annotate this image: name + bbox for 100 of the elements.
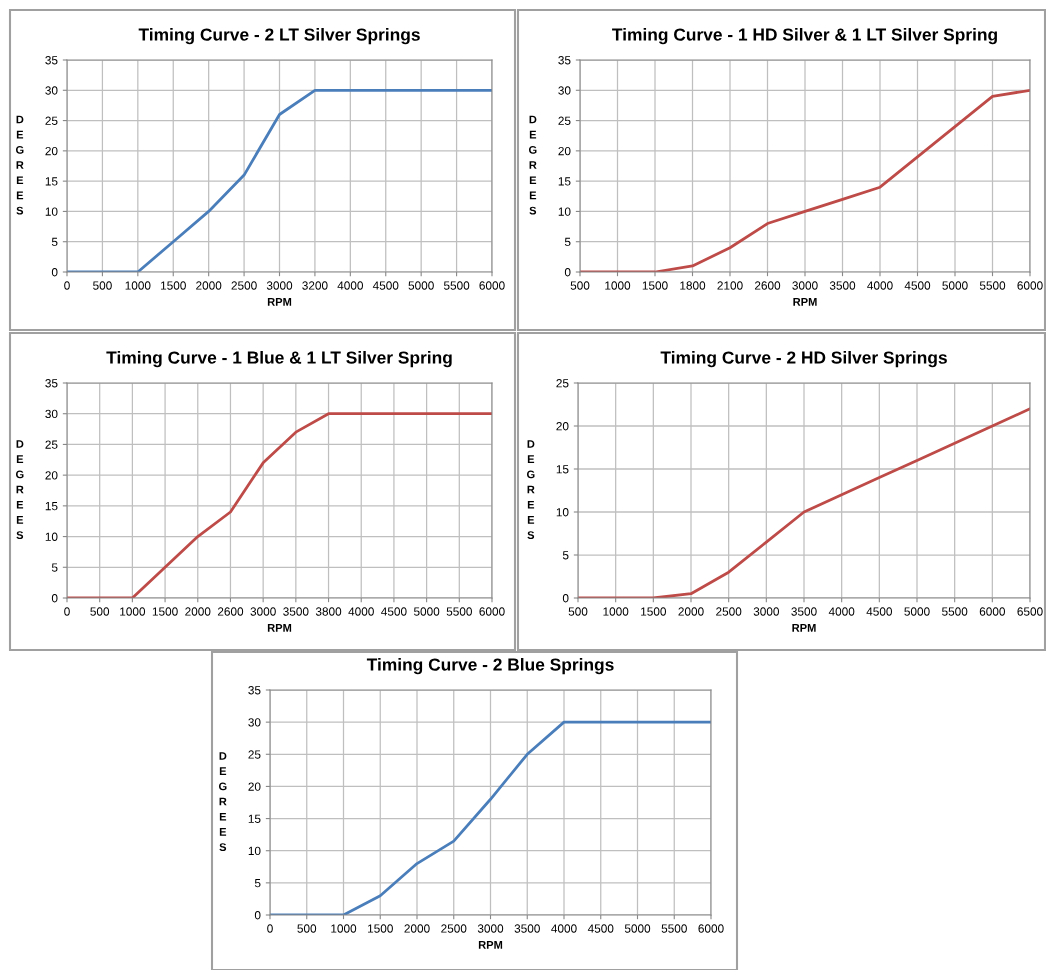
x-axis-title: RPM <box>793 298 817 306</box>
x-tick-label: 1500 <box>152 607 178 616</box>
y-tick-label: 0 <box>51 268 58 277</box>
y-axis-title: DEGREES <box>15 440 24 540</box>
chart-title: Timing Curve - 1 HD Silver & 1 LT Silver Spring <box>612 27 997 45</box>
x-tick-label: 500 <box>568 607 588 616</box>
y-tick-label: 25 <box>45 116 58 125</box>
x-tick-label: 2000 <box>185 607 211 616</box>
y-tick-label: 25 <box>248 750 261 759</box>
x-tick-label: 3200 <box>302 281 328 290</box>
y-tick-label: 20 <box>558 146 571 156</box>
x-axis-title: RPM <box>267 298 292 306</box>
y-tick-label: 20 <box>248 782 261 791</box>
chart-title: Timing Curve - 1 Blue & 1 LT Silver Spring <box>106 350 452 368</box>
y-axis-title: DEGREES <box>15 115 24 215</box>
x-axis-title: RPM <box>267 624 292 632</box>
x-tick-label: 2500 <box>716 607 742 616</box>
chart-title: Timing Curve - 2 HD Silver Springs <box>660 350 947 368</box>
y-tick-label: 10 <box>248 846 261 856</box>
x-tick-label: 6000 <box>479 281 505 290</box>
x-tick-label: 1500 <box>641 607 666 616</box>
x-tick-label: 4000 <box>348 607 374 616</box>
x-tick-label: 4000 <box>867 281 893 290</box>
x-tick-label: 3500 <box>514 924 540 933</box>
x-tick-label: 5000 <box>413 607 440 616</box>
y-axis-title: DEGREES <box>528 115 537 215</box>
x-tick-label: 6000 <box>479 607 505 616</box>
x-axis-title: RPM <box>478 941 503 949</box>
x-tick-label: 5000 <box>942 281 968 290</box>
y-tick-label: 35 <box>45 56 58 65</box>
x-tick-label: 3800 <box>315 607 342 616</box>
y-tick-label: 0 <box>51 594 58 603</box>
x-tick-label: 1500 <box>161 281 186 290</box>
x-tick-label: 1800 <box>680 281 706 290</box>
x-tick-label: 3000 <box>753 607 779 616</box>
y-tick-label: 30 <box>45 86 58 95</box>
y-tick-label: 0 <box>564 268 571 277</box>
x-tick-label: 5500 <box>979 281 1006 290</box>
x-tick-label: 3000 <box>477 924 504 933</box>
x-tick-label: 2000 <box>404 924 430 933</box>
x-tick-label: 0 <box>267 924 273 933</box>
x-tick-label: 4500 <box>381 607 407 616</box>
x-tick-label: 5500 <box>446 607 472 616</box>
x-tick-label: 2100 <box>717 281 743 290</box>
y-tick-label: 20 <box>45 146 58 156</box>
y-tick-label: 30 <box>45 409 58 419</box>
x-tick-label: 3500 <box>791 607 817 616</box>
x-tick-label: 0 <box>64 281 70 290</box>
x-tick-label: 2000 <box>678 607 704 616</box>
x-tick-label: 1500 <box>368 924 393 933</box>
y-tick-label: 15 <box>556 465 569 474</box>
y-tick-label: 15 <box>248 814 261 823</box>
y-tick-label: 10 <box>558 207 571 216</box>
y-tick-label: 35 <box>248 686 261 695</box>
x-tick-label: 3000 <box>266 281 293 290</box>
x-tick-label: 500 <box>297 924 317 933</box>
y-tick-label: 25 <box>556 379 569 388</box>
y-tick-label: 0 <box>254 911 261 920</box>
y-tick-label: 5 <box>564 237 571 247</box>
x-tick-label: 5000 <box>624 924 651 933</box>
y-tick-label: 20 <box>556 422 569 431</box>
x-tick-label: 2000 <box>196 281 222 290</box>
x-tick-label: 500 <box>90 607 110 616</box>
y-tick-label: 30 <box>558 86 571 95</box>
x-tick-label: 1000 <box>603 607 629 616</box>
x-tick-label: 6500 <box>1017 607 1043 616</box>
x-tick-label: 6000 <box>698 924 724 933</box>
x-tick-label: 500 <box>93 281 112 290</box>
x-tick-label: 3000 <box>250 607 276 616</box>
x-tick-label: 4500 <box>866 607 892 616</box>
x-tick-label: 5500 <box>443 281 470 290</box>
x-tick-label: 5500 <box>942 607 968 616</box>
y-tick-label: 30 <box>248 718 261 727</box>
y-tick-label: 25 <box>558 116 571 125</box>
x-tick-label: 1000 <box>125 281 151 290</box>
y-tick-label: 10 <box>45 532 58 541</box>
x-tick-label: 0 <box>64 607 70 616</box>
x-tick-label: 3000 <box>792 281 818 290</box>
y-tick-label: 10 <box>45 207 58 216</box>
x-tick-label: 4000 <box>551 924 577 933</box>
x-axis-title: RPM <box>792 624 816 632</box>
x-tick-label: 5000 <box>904 607 930 616</box>
x-tick-label: 4500 <box>372 281 399 290</box>
x-tick-label: 3500 <box>283 607 309 616</box>
y-tick-label: 5 <box>51 237 58 247</box>
chart-title: Timing Curve - 2 Blue Springs <box>366 657 614 675</box>
x-tick-label: 5500 <box>661 924 687 933</box>
x-tick-label: 5000 <box>408 281 434 290</box>
y-tick-label: 15 <box>45 502 58 511</box>
x-tick-label: 1500 <box>642 281 668 290</box>
y-tick-label: 15 <box>558 177 571 186</box>
x-tick-label: 4500 <box>587 924 614 933</box>
x-tick-label: 4500 <box>904 281 931 290</box>
y-tick-label: 25 <box>45 440 58 449</box>
x-tick-label: 2600 <box>754 281 781 290</box>
y-tick-label: 35 <box>558 56 571 65</box>
y-tick-label: 0 <box>562 594 569 603</box>
x-tick-label: 2600 <box>217 607 244 616</box>
y-axis-title: DEGREES <box>218 752 227 852</box>
y-tick-label: 35 <box>45 379 58 388</box>
